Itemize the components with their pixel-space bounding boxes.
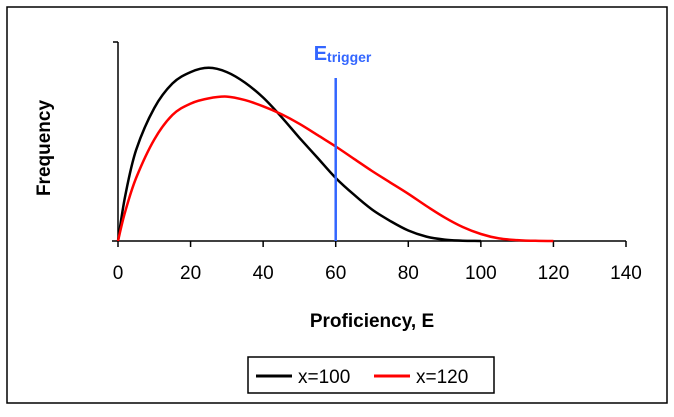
- x-axis-label: Proficiency, E: [310, 311, 434, 332]
- trigger-label-sub: trigger: [327, 49, 372, 65]
- legend-label-0: x=100: [298, 367, 350, 388]
- x-tick-label-0: 0: [113, 263, 124, 284]
- series-line-0: [116, 66, 481, 243]
- trigger-label-main: E: [314, 43, 327, 65]
- series-group: [116, 66, 554, 243]
- x-tick-label-5: 100: [465, 263, 497, 284]
- x-tick-label-4: 80: [398, 263, 419, 284]
- series-line-1: [116, 95, 554, 243]
- x-tick-label-2: 40: [253, 263, 274, 284]
- legend: x=100 x=120: [256, 367, 468, 388]
- x-ticks: [117, 241, 627, 247]
- x-tick-label-7: 140: [610, 263, 642, 284]
- x-tick-label-6: 120: [538, 263, 570, 284]
- x-tick-label-3: 60: [325, 263, 346, 284]
- x-tick-label-1: 20: [180, 263, 201, 284]
- trigger-label: Etrigger: [314, 43, 372, 65]
- legend-label-1: x=120: [416, 367, 468, 388]
- y-axis-label: Frequency: [34, 100, 55, 197]
- x-tick-labels: 0 20 40 60 80 100 120 140: [113, 263, 642, 284]
- chart-frame: [6, 6, 668, 404]
